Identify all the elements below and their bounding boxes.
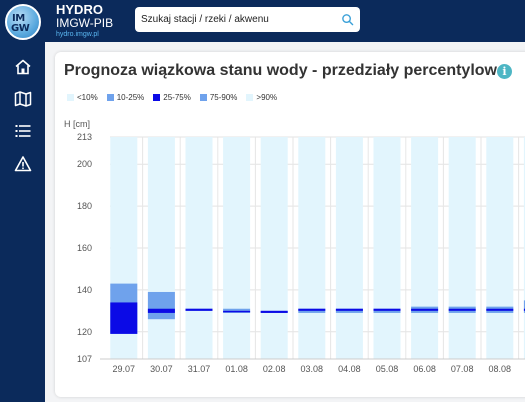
y-tick-label: 180 (77, 201, 92, 211)
bar-band-outer (260, 137, 288, 359)
bar-band-outer (373, 137, 401, 359)
warning-icon[interactable] (14, 155, 32, 173)
x-tick-label: 07.08 (451, 364, 474, 374)
bar-band-mid (373, 308, 401, 313)
y-tick-label: 213 (77, 132, 92, 142)
bar-band-core (411, 308, 439, 311)
forecast-chart: H [cm] 107 120 140 160 180 200 213 29.07 30.07 31… (64, 119, 525, 374)
legend-swatch (106, 93, 114, 101)
search-input[interactable] (141, 11, 336, 28)
info-icon[interactable]: i (497, 64, 512, 79)
bar-band-core (147, 308, 175, 313)
bar-band-outer (185, 137, 213, 359)
legend-swatch (67, 93, 74, 101)
bar-band-core (223, 310, 251, 313)
legend-swatch (153, 93, 161, 101)
imgw-logo[interactable]: IM GW (5, 4, 41, 40)
brand[interactable]: HYDRO IMGW-PIB hydro.imgw.pl (56, 3, 113, 39)
x-tick-label: 01.08 (225, 364, 248, 374)
bar-band-core (486, 308, 514, 311)
x-tick-label: 03.08 (301, 364, 324, 374)
bar-band-core (448, 308, 476, 311)
sidebar (0, 42, 45, 402)
y-tick-label: 107 (77, 354, 92, 364)
bar-band-outer (147, 137, 175, 359)
x-tick-label: 29.07 (113, 364, 136, 374)
top-bar: IM GW HYDRO IMGW-PIB hydro.imgw.pl (0, 0, 525, 42)
legend-label: 25-75% (163, 92, 191, 102)
y-axis-label: H [cm] (64, 119, 90, 129)
card-title: Prognoza wiązkowa stanu wody - przedział… (64, 62, 506, 79)
bar-band-outer (335, 137, 363, 359)
bar-band-mid (523, 300, 525, 313)
legend-item[interactable]: >90% (246, 90, 277, 104)
legend-item[interactable]: 10-25% (106, 90, 145, 104)
legend-label: >90% (256, 92, 278, 102)
chart-legend: <10% 10-25% 25-75% 75-90% >90% (67, 90, 286, 104)
x-tick-label: 30.07 (150, 364, 173, 374)
x-tick-label: 08.08 (489, 364, 512, 374)
list-icon[interactable] (14, 122, 32, 140)
bar-band-outer (486, 137, 514, 359)
y-tick-label: 200 (77, 159, 92, 169)
map-icon[interactable] (14, 90, 32, 108)
y-tick-label: 140 (77, 285, 92, 295)
x-tick-label: 06.08 (413, 364, 436, 374)
legend-label: 10-25% (116, 92, 145, 102)
y-tick-label: 120 (77, 327, 92, 337)
bar-band-mid (298, 308, 326, 313)
legend-item[interactable]: 75-90% (199, 90, 238, 104)
logo-text-im: IM (12, 13, 25, 24)
brand-line-1: HYDRO (56, 2, 103, 17)
bar-band-core (335, 308, 363, 311)
legend-label: <10% (77, 92, 98, 102)
brand-url: hydro.imgw.pl (56, 31, 99, 38)
brand-line-2: IMGW-PIB (56, 16, 114, 30)
legend-item[interactable]: <10% (67, 90, 98, 104)
bar-band-core (373, 308, 401, 311)
bar-band-outer (298, 137, 326, 359)
legend-swatch (246, 93, 254, 101)
bar-band-mid (335, 308, 363, 313)
legend-label: 75-90% (209, 92, 238, 102)
x-tick-label: 31.07 (188, 364, 211, 374)
legend-swatch (199, 93, 207, 101)
bar-band-core (185, 308, 213, 311)
bar-band-mid (147, 291, 175, 320)
logo-text-gw: GW (11, 23, 30, 34)
x-tick-label: 04.08 (338, 364, 361, 374)
search-box (135, 7, 360, 32)
bar-band-core (523, 308, 525, 311)
bar-band-outer (523, 137, 525, 359)
main-area: Prognoza wiązkowa stanu wody - przedział… (45, 42, 525, 402)
bar-band-core (298, 308, 326, 311)
bar-band-outer (411, 137, 439, 359)
bar-band-outer (448, 137, 476, 359)
bar-band-core (110, 302, 138, 334)
y-tick-label: 160 (77, 243, 92, 253)
x-tick-label: 05.08 (376, 364, 399, 374)
home-icon[interactable] (14, 58, 32, 76)
x-tick-label: 02.08 (263, 364, 286, 374)
bar-band-core (260, 310, 288, 313)
forecast-card: Prognoza wiązkowa stanu wody - przedział… (55, 52, 525, 397)
bar-band-outer (223, 137, 251, 359)
search-icon[interactable] (341, 13, 354, 26)
legend-item[interactable]: 25-75% (153, 90, 191, 104)
